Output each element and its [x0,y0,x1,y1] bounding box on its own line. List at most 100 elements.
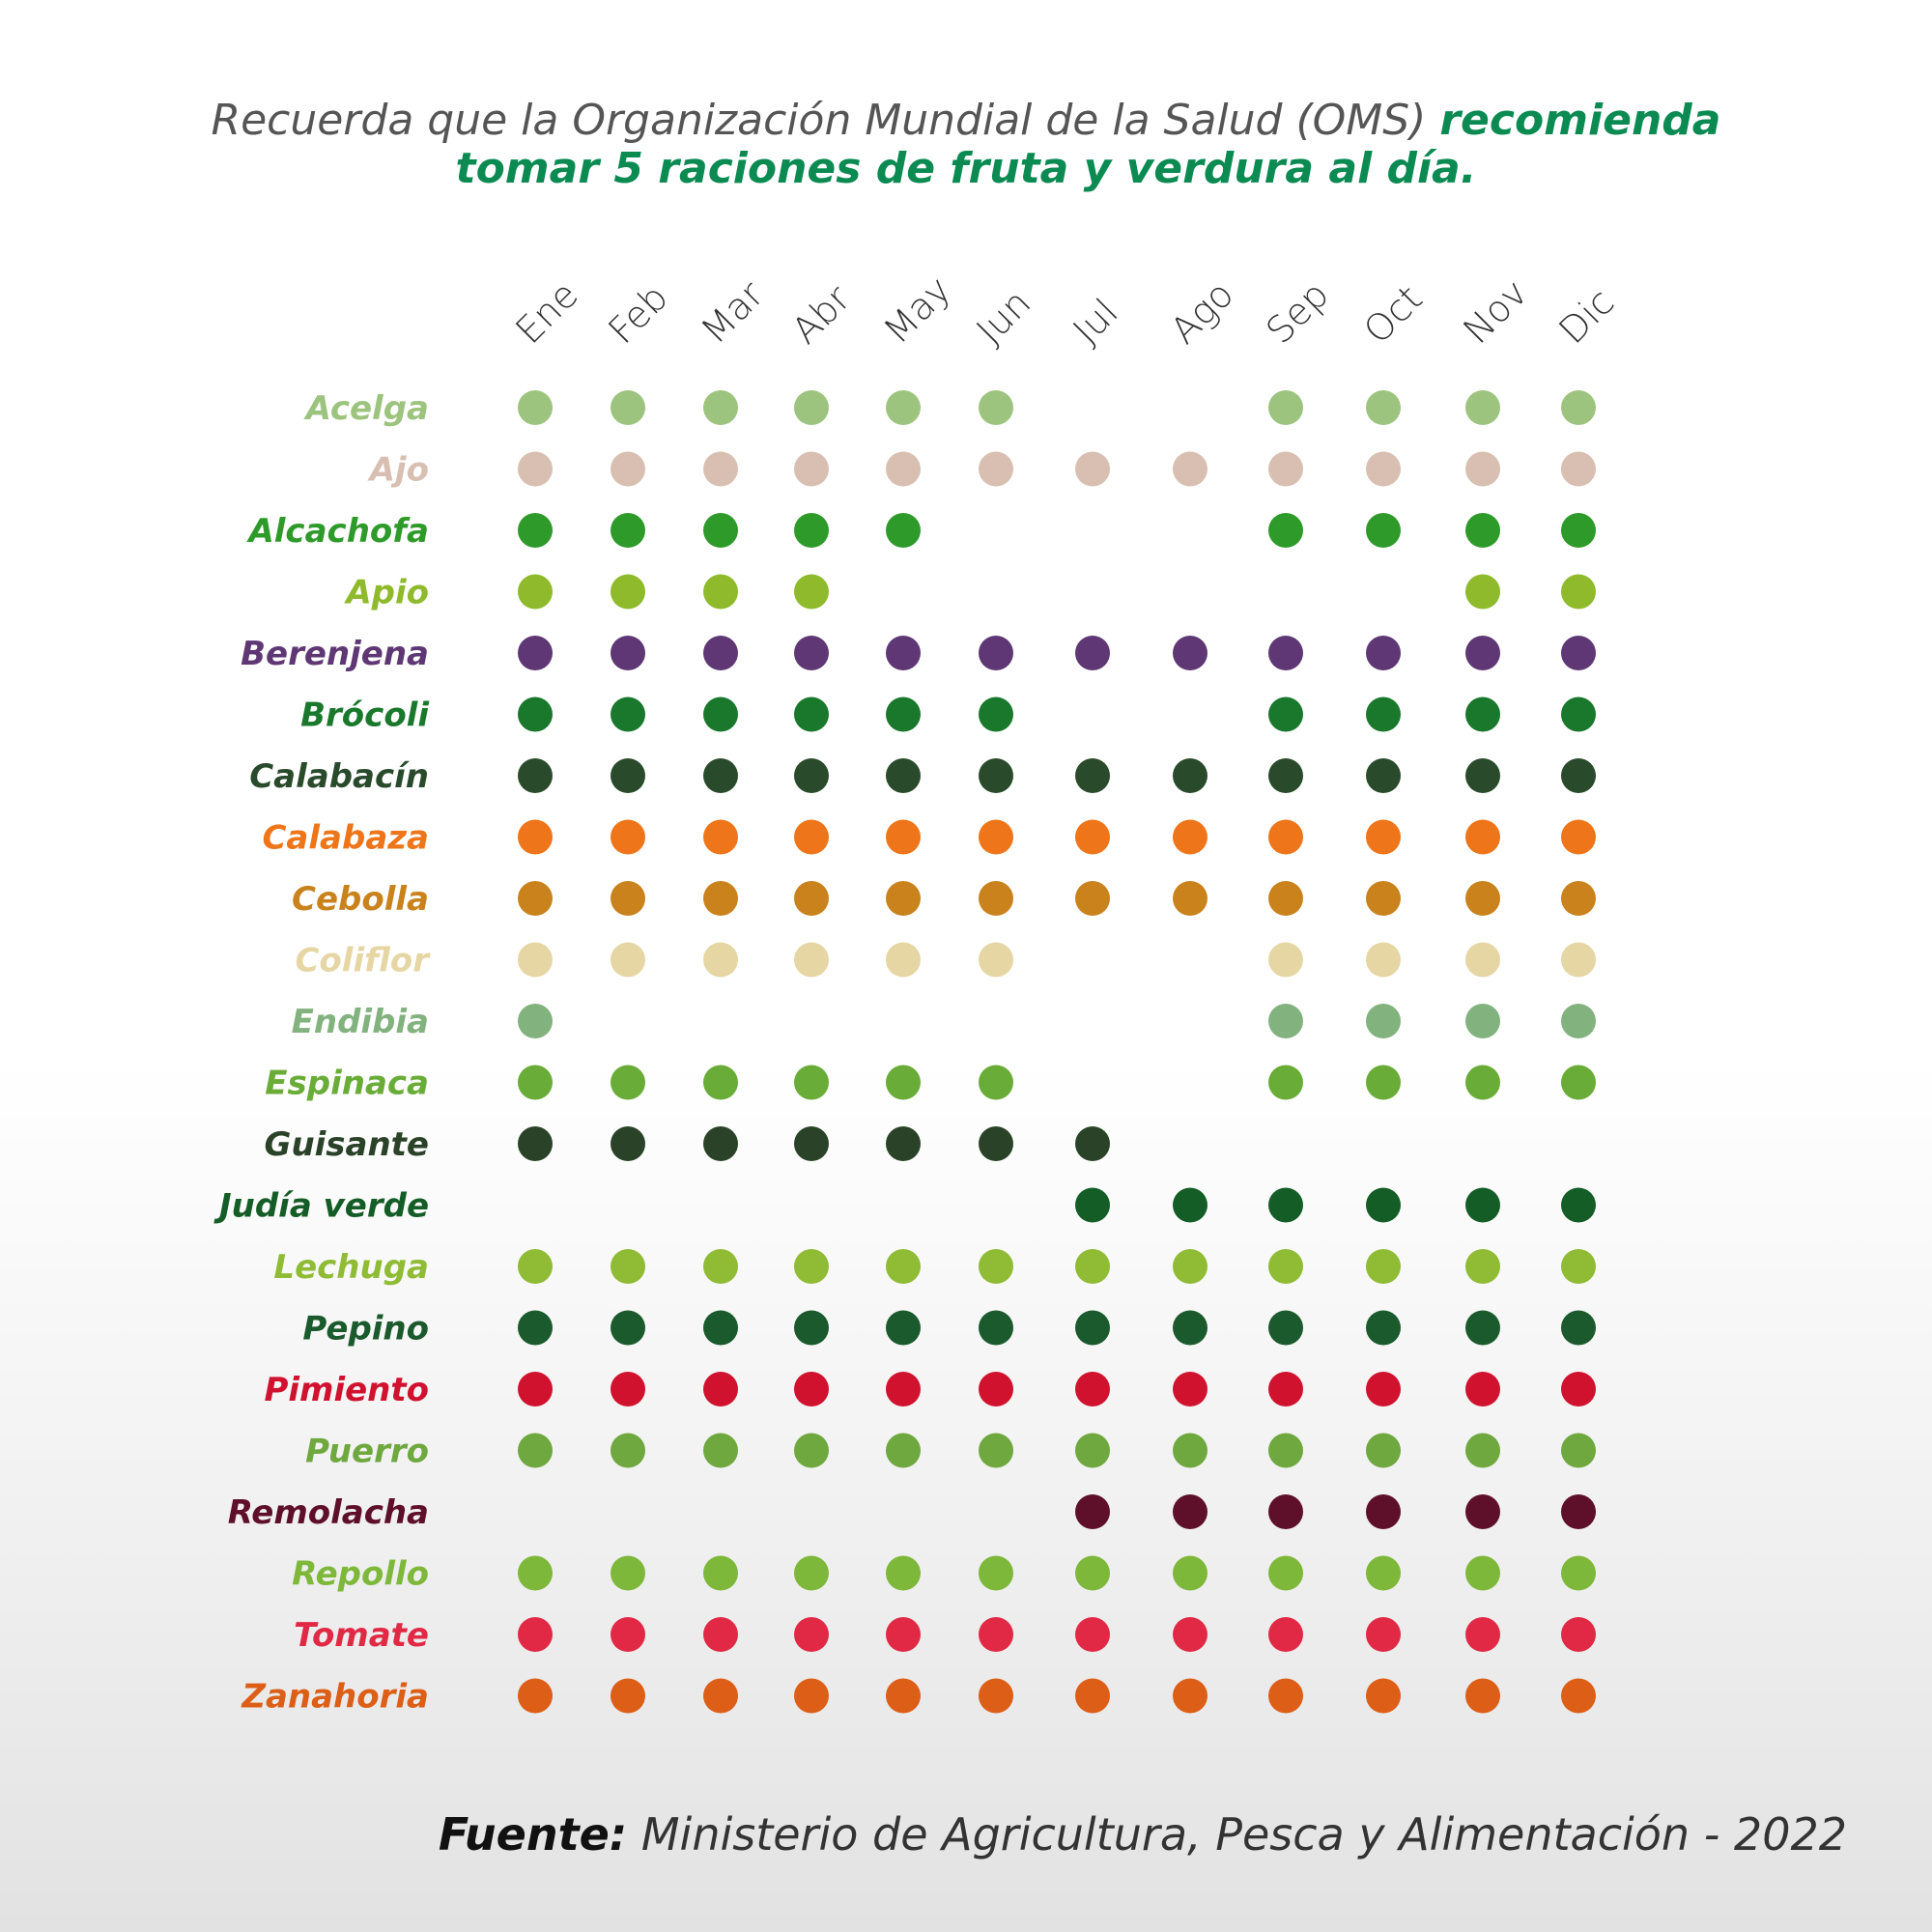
season-dot [886,390,921,425]
season-dot [1075,1310,1110,1346]
season-dot [1561,1433,1596,1468]
season-dot [1465,1433,1500,1468]
month-label-oct: Oct [1355,277,1431,353]
season-dot [1366,819,1401,855]
season-dot [518,942,553,978]
season-dot [1268,636,1303,670]
season-dot [1465,1555,1500,1591]
season-dot [886,636,921,670]
season-dot [1366,1065,1401,1100]
season-dot [794,696,829,732]
season-dot [1561,881,1596,916]
season-dot [1561,696,1596,732]
season-dot [703,1065,738,1100]
season-dot [1173,636,1208,670]
season-dot [518,1065,553,1100]
season-dot [518,696,553,732]
season-dot [1465,1678,1500,1714]
season-dot [518,1617,553,1652]
month-label-sep: Sep [1258,273,1337,353]
season-dot [979,636,1013,670]
season-dot [794,574,829,610]
season-dot [703,758,738,793]
season-dot [1465,1249,1500,1284]
season-dot [611,636,645,670]
season-dot [1366,1494,1401,1529]
row-label: Coliflor [295,942,431,980]
season-dot [886,1065,921,1100]
season-dot [703,1126,738,1161]
season-dot [611,881,645,916]
season-dot [703,390,738,425]
season-dot [518,1126,553,1161]
season-dot [518,1433,553,1468]
season-dot [979,881,1013,916]
season-dot [794,1126,829,1161]
season-dot [1268,696,1303,732]
month-label-may: May [875,269,959,353]
season-dot [979,758,1013,793]
month-label-ene: Ene [507,273,586,353]
season-dot [1268,942,1303,978]
row-label: Endibia [292,1003,429,1041]
season-dot [1561,636,1596,670]
title-highlight-1: recomienda [1439,96,1721,145]
row-label: Zanahoria [241,1678,429,1717]
season-dot [886,758,921,793]
season-dot [1173,1494,1208,1529]
season-dot [1268,1494,1303,1529]
season-dot [1268,1617,1303,1652]
row-label: Acelga [303,389,429,428]
season-dot [1173,758,1208,793]
month-label-nov: Nov [1455,271,1536,353]
season-dot [1268,1678,1303,1714]
season-dot [1268,1310,1303,1346]
season-dot [1075,451,1110,487]
season-dot [979,390,1013,425]
season-dot [886,696,921,732]
season-dot [703,942,738,978]
season-dot [518,1249,553,1284]
season-dot [1366,1249,1401,1284]
season-dot [886,819,921,855]
row-label: Cebolla [292,880,429,919]
season-dot [703,881,738,916]
season-dot [1173,881,1208,916]
season-dot [794,942,829,978]
season-dot [979,1433,1013,1468]
season-dot [611,696,645,732]
season-dot [1075,1555,1110,1591]
season-dot [611,1678,645,1714]
month-label-abr: Abr [783,277,859,353]
season-dot [1173,1372,1208,1406]
season-dot [1465,451,1500,487]
season-dot [1173,819,1208,855]
row-label: Remolacha [228,1493,429,1532]
season-dot [1465,1494,1500,1529]
row-label: Berenjena [241,635,429,673]
season-dot [1561,1494,1596,1529]
season-dot [518,1004,553,1038]
season-dot [1366,1187,1401,1223]
season-dot [794,1678,829,1714]
season-dot [979,1126,1013,1161]
season-dot [1561,390,1596,425]
season-dot [611,390,645,425]
season-dot [1465,574,1500,610]
season-dot [1268,1187,1303,1223]
season-dot [611,1617,645,1652]
season-dot [886,881,921,916]
season-dot [1366,1004,1401,1038]
season-dot [611,1249,645,1284]
season-dot [703,1310,738,1346]
season-dot [1075,1126,1110,1161]
season-dot [1268,758,1303,793]
season-dot [1075,881,1110,916]
season-dot [886,942,921,978]
season-dot [518,574,553,610]
season-dot [979,1617,1013,1652]
month-label-mar: Mar [693,272,772,352]
season-dot [979,451,1013,487]
season-dot [979,696,1013,732]
